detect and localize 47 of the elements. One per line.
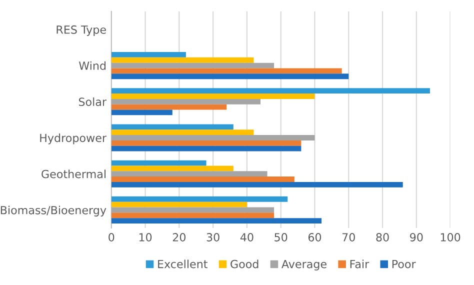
x-tick-label: 70 [342,233,355,242]
bar [111,124,234,130]
bar [111,130,254,136]
bar [111,202,247,208]
bar [111,140,302,146]
bar [111,146,302,152]
x-tick-label: 50 [274,233,288,242]
bar [111,88,430,94]
legend-label: Poor [392,260,416,268]
x-tick-label: 0 [108,233,114,242]
bar [111,68,342,74]
bar [111,98,261,104]
legend-label: Good [230,260,258,268]
bar [111,104,227,110]
bar [111,62,274,68]
x-tick-label: 20 [172,233,186,242]
y-tick-label: RES Type [56,25,106,36]
y-tick-label: Geothermal [42,170,106,178]
bar [111,160,206,166]
x-tick-label: 10 [139,233,152,242]
y-tick-label: Solar [78,97,107,106]
x-tick-label: 100 [440,233,460,242]
bar [111,218,322,224]
bar [111,74,349,80]
legend-label: Fair [350,260,370,268]
bar [111,57,254,63]
bar [111,176,294,182]
bar [111,110,172,116]
bar [111,212,274,218]
bar [111,196,288,202]
legend-label: Average [282,260,326,270]
x-tick-label: 90 [410,233,423,242]
legend-label: Excellent [158,260,208,268]
y-tick-label: Hydropower [40,134,107,144]
y-tick-label: Wind [78,61,106,70]
bar [111,166,234,172]
x-tick-label: 30 [206,233,220,242]
bar [111,182,403,188]
x-tick-label: 80 [376,233,389,242]
bar [111,207,274,213]
x-tick-label: 60 [308,233,322,242]
y-tick-label: Biomass/Bioenergy [0,206,106,216]
bar [111,135,315,140]
bar [111,52,186,58]
bar [111,94,315,99]
x-tick-label: 40 [240,233,254,242]
bar [111,171,268,177]
